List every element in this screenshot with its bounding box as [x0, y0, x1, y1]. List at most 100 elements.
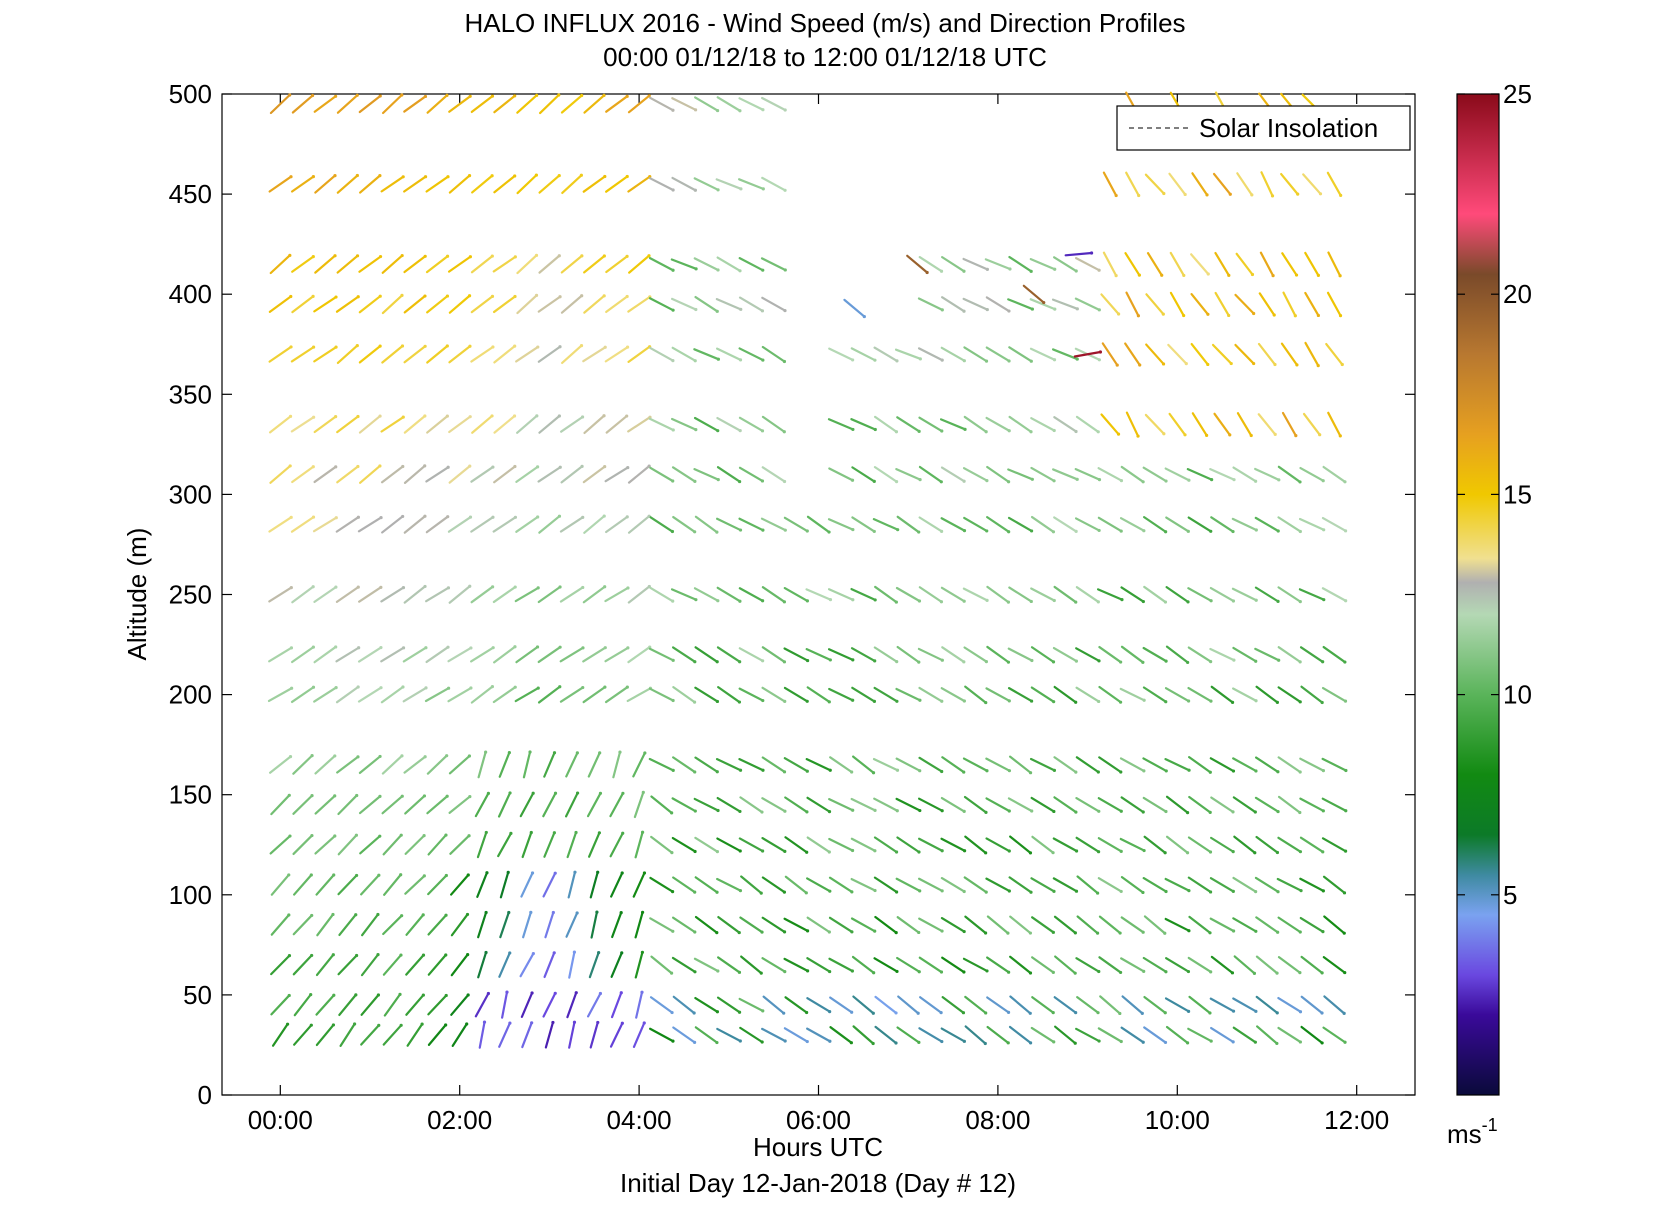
- wind-vector-head: [873, 598, 877, 602]
- wind-vector-shaft: [1051, 348, 1079, 361]
- wind-vector: [1232, 687, 1258, 703]
- wind-vector-head: [356, 515, 361, 519]
- wind-vector-shaft: [268, 646, 293, 663]
- x-axis: 00:00 02:00 04:00 06:00 08:00 10:00 12:00: [248, 94, 1389, 1135]
- wind-vector-head: [671, 479, 675, 483]
- wind-vector: [1211, 343, 1233, 366]
- wind-vector: [1209, 647, 1236, 662]
- wind-vector-head: [1227, 313, 1231, 318]
- wind-vector-shaft: [985, 346, 1011, 363]
- wind-vector: [1052, 837, 1079, 853]
- wind-vector: [499, 870, 510, 899]
- wind-vector-head: [1029, 699, 1034, 703]
- wind-vector-shaft: [627, 94, 651, 114]
- wind-vector: [403, 344, 427, 364]
- wind-vector-head: [671, 698, 675, 703]
- wind-vector: [963, 876, 988, 894]
- wind-vector-head: [1253, 851, 1257, 855]
- wind-vector: [358, 294, 382, 314]
- wind-vector: [1125, 411, 1140, 438]
- wind-vector: [1144, 413, 1166, 436]
- wind-vector-head: [552, 831, 556, 835]
- wind-vector: [268, 294, 293, 313]
- wind-vector-shaft: [649, 1027, 675, 1043]
- wind-vector-head: [1298, 1040, 1302, 1044]
- wind-vector: [336, 464, 360, 484]
- wind-vector-head: [421, 993, 425, 997]
- wind-vector-head: [288, 755, 293, 759]
- wind-vector-head: [1231, 769, 1236, 773]
- wind-vector: [336, 93, 359, 114]
- wind-vector-shaft: [403, 414, 426, 434]
- wind-vector-head: [1142, 969, 1146, 973]
- wind-vector-shaft: [940, 517, 966, 532]
- wind-vector: [805, 758, 832, 772]
- wind-vector-head: [647, 254, 651, 258]
- wind-vector-head: [761, 528, 765, 532]
- wind-vector-shaft: [470, 345, 495, 363]
- wind-vector-shaft: [1304, 341, 1320, 367]
- wind-vector: [694, 295, 719, 313]
- wind-vector: [1075, 415, 1100, 434]
- wind-vector: [941, 996, 966, 1015]
- wind-vector: [313, 415, 338, 434]
- wind-vector-head: [715, 931, 719, 935]
- wind-vector-head: [962, 970, 966, 974]
- wind-vector: [670, 258, 698, 271]
- wind-vector-shaft: [873, 466, 898, 483]
- wind-vector-head: [1052, 358, 1057, 362]
- wind-vector-head: [288, 93, 292, 97]
- wind-vector: [1232, 876, 1258, 894]
- wind-vector: [360, 953, 380, 977]
- wind-vector-shaft: [1145, 293, 1165, 316]
- wind-vector: [1210, 955, 1235, 975]
- wind-vector-head: [1273, 432, 1277, 437]
- wind-vector-head: [693, 849, 697, 854]
- wind-vector: [1120, 876, 1145, 895]
- wind-vector: [478, 1020, 487, 1049]
- wind-vector-head: [983, 1041, 987, 1046]
- wind-vector: [471, 414, 494, 434]
- wind-vector-head: [625, 685, 629, 689]
- wind-vector: [1233, 835, 1257, 855]
- wind-vector-shaft: [715, 757, 742, 772]
- wind-vector-shaft: [516, 254, 538, 275]
- wind-vector: [985, 416, 1011, 433]
- wind-vector-shaft: [359, 835, 381, 855]
- wind-vector-head: [553, 791, 558, 795]
- wind-vector: [850, 797, 877, 812]
- wind-vector-head: [310, 913, 314, 918]
- wind-vector: [1256, 1025, 1279, 1046]
- wind-vector-shaft: [1120, 957, 1145, 973]
- wind-vector: [634, 950, 645, 979]
- wind-vector-head: [895, 699, 899, 703]
- wind-vector-shaft: [784, 836, 808, 854]
- wind-vector-shaft: [1053, 516, 1078, 533]
- wind-vector-head: [851, 598, 855, 602]
- wind-vector: [1322, 875, 1347, 895]
- wind-vector: [940, 296, 966, 313]
- wind-vector: [1321, 587, 1348, 603]
- wind-vector-shaft: [425, 175, 450, 193]
- wind-vector-head: [939, 600, 944, 604]
- wind-vector-head: [985, 969, 989, 973]
- wind-vector-shaft: [269, 834, 292, 855]
- wind-vector-shaft: [1326, 291, 1342, 317]
- wind-vector-head: [558, 585, 562, 589]
- wind-vector-shaft: [873, 836, 898, 854]
- wind-vector-shaft: [520, 991, 534, 1018]
- wind-vector-shaft: [694, 915, 718, 934]
- wind-vector-shaft: [986, 585, 1010, 604]
- wind-vector-shaft: [940, 837, 966, 852]
- wind-vector-head: [984, 890, 988, 894]
- wind-vector-head: [918, 357, 922, 361]
- wind-vector: [895, 757, 922, 773]
- wind-vector-head: [444, 953, 448, 957]
- wind-vector: [694, 996, 720, 1014]
- wind-vector: [873, 957, 899, 974]
- wind-vector-head: [465, 912, 470, 917]
- wind-vector-shaft: [492, 255, 517, 273]
- wind-vector: [806, 997, 832, 1014]
- wind-vector-head: [625, 345, 630, 349]
- wind-vector-head: [640, 910, 645, 914]
